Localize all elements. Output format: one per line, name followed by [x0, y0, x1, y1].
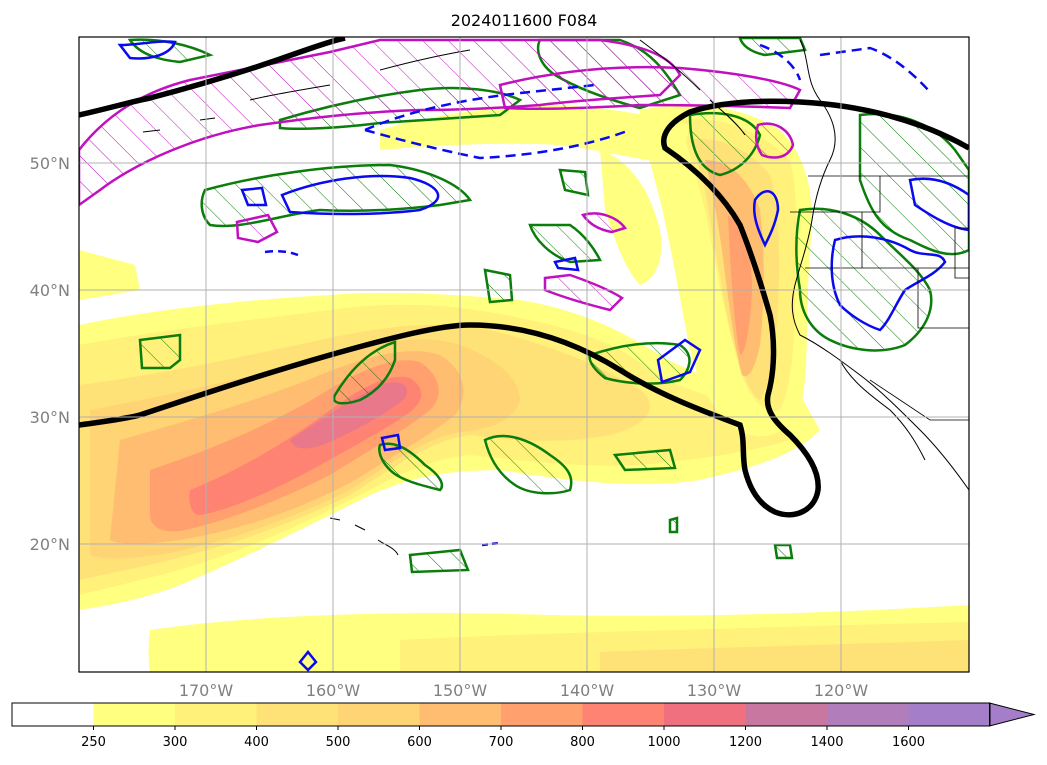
graticule [79, 37, 969, 672]
map-frame [78, 36, 970, 673]
ivt-north-ext [600, 150, 662, 285]
green-hatched-contours [127, 37, 969, 574]
colorbar-segment [12, 703, 94, 726]
colorbar-segment [175, 703, 257, 726]
lat-label: 20°N [30, 535, 70, 554]
colorbar-tick-label: 600 [407, 735, 432, 750]
colorbar-tick-label: 1400 [810, 735, 843, 750]
colorbar-segment [501, 703, 583, 726]
ivt-band-1000 [290, 382, 408, 449]
colorbar-segment [93, 703, 176, 726]
colorbar-tick-label: 700 [489, 735, 514, 750]
map-panel [79, 37, 969, 672]
lon-label: 140°W [560, 681, 615, 700]
colorbar-segment [256, 703, 339, 726]
lon-label: 130°W [687, 681, 742, 700]
colorbar-tick-label: 400 [244, 735, 269, 750]
map-title: 2024011600 F084 [451, 11, 598, 30]
ivt-south-400 [600, 640, 969, 672]
jet-contours [79, 37, 969, 518]
colorbar: 250 300 400 500 600 700 800 1000 1200 1400 1600 [11, 702, 1036, 750]
colorbar-tick-label: 1600 [892, 735, 925, 750]
lat-label: 40°N [30, 281, 70, 300]
blue-contours [117, 40, 969, 672]
ivt-north-band [380, 105, 690, 165]
lat-label: 50°N [30, 154, 70, 173]
colorbar-extend-arrow [989, 702, 1036, 727]
magenta-hatched-contours [79, 38, 802, 312]
longitude-labels: 170°W 160°W 150°W 140°W 130°W 120°W [179, 681, 869, 700]
lon-label: 150°W [433, 681, 488, 700]
colorbar-segment [664, 703, 746, 726]
colorbar-tick-label: 800 [570, 735, 595, 750]
colorbar-segment [827, 703, 909, 726]
colorbar-segment [582, 703, 665, 726]
latitude-labels: 50°N 40°N 30°N 20°N [30, 154, 70, 554]
colorbar-segment [745, 703, 828, 726]
lon-label: 170°W [179, 681, 234, 700]
lat-label: 30°N [30, 408, 70, 427]
coastlines [142, 39, 969, 556]
colorbar-segment [419, 703, 502, 726]
lon-label: 160°W [306, 681, 361, 700]
ivt-coastal-700 [728, 215, 752, 355]
colorbar-tick-label: 1000 [647, 735, 680, 750]
colorbar-segment [908, 703, 991, 726]
colorbar-tick-label: 300 [163, 735, 188, 750]
colorbar-segment [338, 703, 420, 726]
colorbar-tick-label: 500 [326, 735, 351, 750]
lon-label: 120°W [814, 681, 869, 700]
political-borders [790, 175, 969, 421]
colorbar-tick-label: 1200 [729, 735, 762, 750]
colorbar-tick-label: 250 [81, 735, 106, 750]
